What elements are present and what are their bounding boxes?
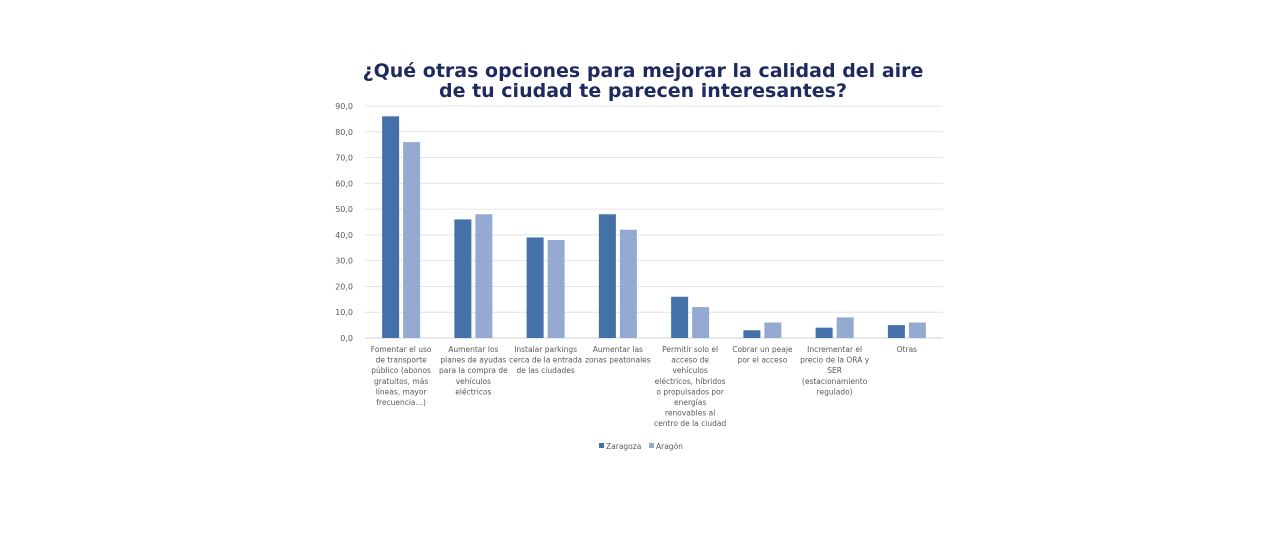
x-category-label: Permitir solo el acceso de vehículos eléctr…	[654, 345, 726, 428]
y-tick-label: 80,0	[335, 128, 353, 137]
y-tick-label: 20,0	[335, 282, 353, 291]
bar-aragn	[836, 317, 854, 338]
bar-aragn	[908, 322, 926, 338]
y-tick-label: 30,0	[335, 257, 353, 266]
legend-swatch	[599, 443, 604, 448]
bar-aragn	[547, 240, 565, 338]
bar-aragn	[692, 307, 710, 338]
bar-zaragoza	[671, 296, 689, 338]
y-tick-label: 50,0	[335, 205, 353, 214]
bar-zaragoza	[526, 237, 544, 338]
y-tick-label: 60,0	[335, 179, 353, 188]
legend-label: Zaragoza	[606, 442, 641, 451]
y-tick-label: 90,0	[335, 102, 353, 111]
bar-aragn	[764, 322, 782, 338]
x-category-label: Incrementar el precio de la ORA y SER (esta…	[800, 345, 870, 396]
bar-zaragoza	[598, 214, 616, 338]
bar-zaragoza	[815, 327, 833, 338]
x-category-label: Aumentar los planes de ayudas para la comp…	[439, 345, 508, 396]
bar-aragn	[475, 214, 493, 338]
bar-zaragoza	[382, 116, 400, 338]
bar-zaragoza	[454, 219, 472, 338]
bar-zaragoza	[743, 330, 761, 338]
chart-title-line-1: ¿Qué otras opciones para mejorar la cali…	[362, 60, 924, 82]
bar-zaragoza	[887, 325, 905, 338]
x-category-label: Cobrar un peaje por el acceso	[732, 345, 793, 365]
legend-label: Aragón	[656, 442, 683, 451]
y-tick-label: 40,0	[335, 231, 353, 240]
x-category-label: Otras	[897, 345, 918, 354]
chart-title-line-2: de tu ciudad te parecen interesantes?	[438, 80, 848, 102]
legend-swatch	[649, 443, 654, 448]
bar-aragn	[619, 229, 637, 338]
y-tick-label: 70,0	[335, 154, 353, 163]
bar-aragn	[403, 142, 421, 338]
y-tick-label: 10,0	[335, 308, 353, 317]
y-tick-label: 0,0	[340, 334, 353, 343]
x-category-label: Fomentar el uso de transporte público (abo…	[371, 345, 432, 407]
x-category-label: Aumentar las zonas peatonales	[585, 345, 651, 365]
x-category-label: Instalar parkings cerca de la entrada de l…	[509, 345, 582, 375]
